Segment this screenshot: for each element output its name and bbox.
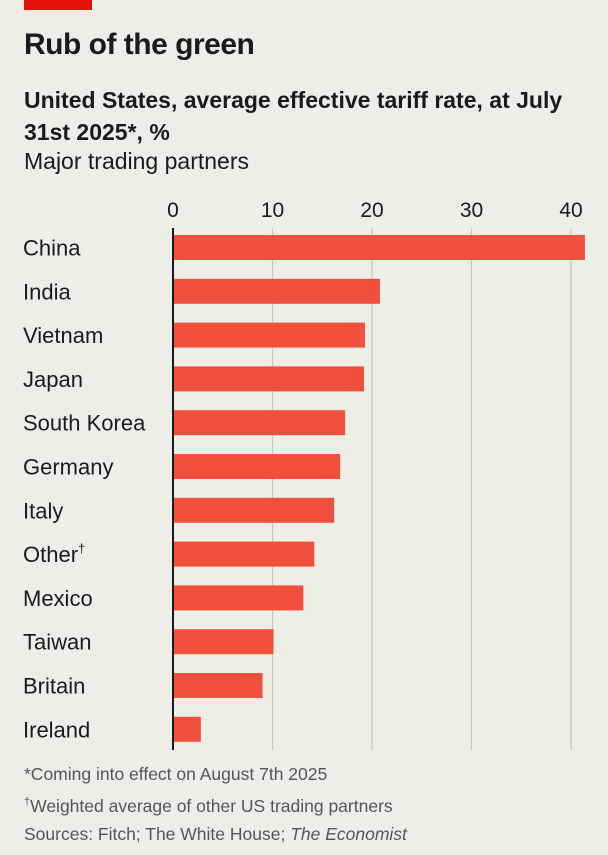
footnote-other-text: Weighted average of other US trading par… [30, 795, 393, 816]
category-label-japan: Japan [23, 367, 83, 392]
footnote-effective-date: *Coming into effect on August 7th 2025 [24, 764, 328, 784]
category-label-china: China [23, 236, 81, 261]
bar-other [173, 541, 315, 567]
chart-subsubtitle: Major trading partners [24, 148, 249, 174]
bar-taiwan [173, 629, 274, 655]
bar-vietnam [173, 322, 366, 348]
chart-subtitle: United States, average effective tariff … [24, 87, 563, 145]
source-prefix: Sources: Fitch; The White House; [24, 823, 291, 844]
bar-japan [173, 366, 365, 392]
category-label-india: India [23, 279, 71, 304]
category-label-mexico: Mexico [23, 586, 93, 611]
category-label-ireland: Ireland [23, 717, 90, 742]
bar-italy [173, 497, 335, 523]
category-label-vietnam: Vietnam [23, 323, 103, 348]
bar-mexico [173, 585, 304, 611]
category-label-other: Other† [23, 541, 85, 567]
bar-ireland [173, 716, 201, 742]
bar-germany [173, 454, 341, 479]
category-label-germany: Germany [23, 455, 113, 480]
chart-title: Rub of the green [24, 28, 255, 61]
footnote-other: †Weighted average of other US trading pa… [24, 788, 407, 820]
x-tick-label-0: 0 [167, 199, 179, 222]
category-label-taiwan: Taiwan [23, 630, 91, 655]
source-italic: The Economist [290, 823, 407, 844]
footnotes: *Coming into effect on August 7th 2025 †… [24, 760, 407, 848]
brand-accent-bar [24, 0, 92, 10]
category-label-italy: Italy [23, 498, 63, 523]
bar-china [173, 235, 585, 260]
source-line: Sources: Fitch; The White House; The Eco… [24, 820, 407, 848]
category-label-britain: Britain [23, 674, 85, 699]
bar-south-korea [173, 410, 346, 436]
bar-india [173, 278, 380, 304]
category-footnote-mark: † [78, 541, 85, 556]
x-tick-label-40: 40 [559, 199, 582, 222]
category-label-south-korea: South Korea [23, 411, 146, 436]
x-tick-label-30: 30 [460, 199, 483, 222]
bar-britain [173, 673, 263, 698]
x-tick-label-20: 20 [360, 199, 383, 222]
footnote-dagger: † [24, 796, 31, 808]
bar-chart: 0 10 20 30 40 China India Vietnam Japan South Kor… [23, 199, 585, 750]
x-tick-label-10: 10 [261, 199, 284, 222]
